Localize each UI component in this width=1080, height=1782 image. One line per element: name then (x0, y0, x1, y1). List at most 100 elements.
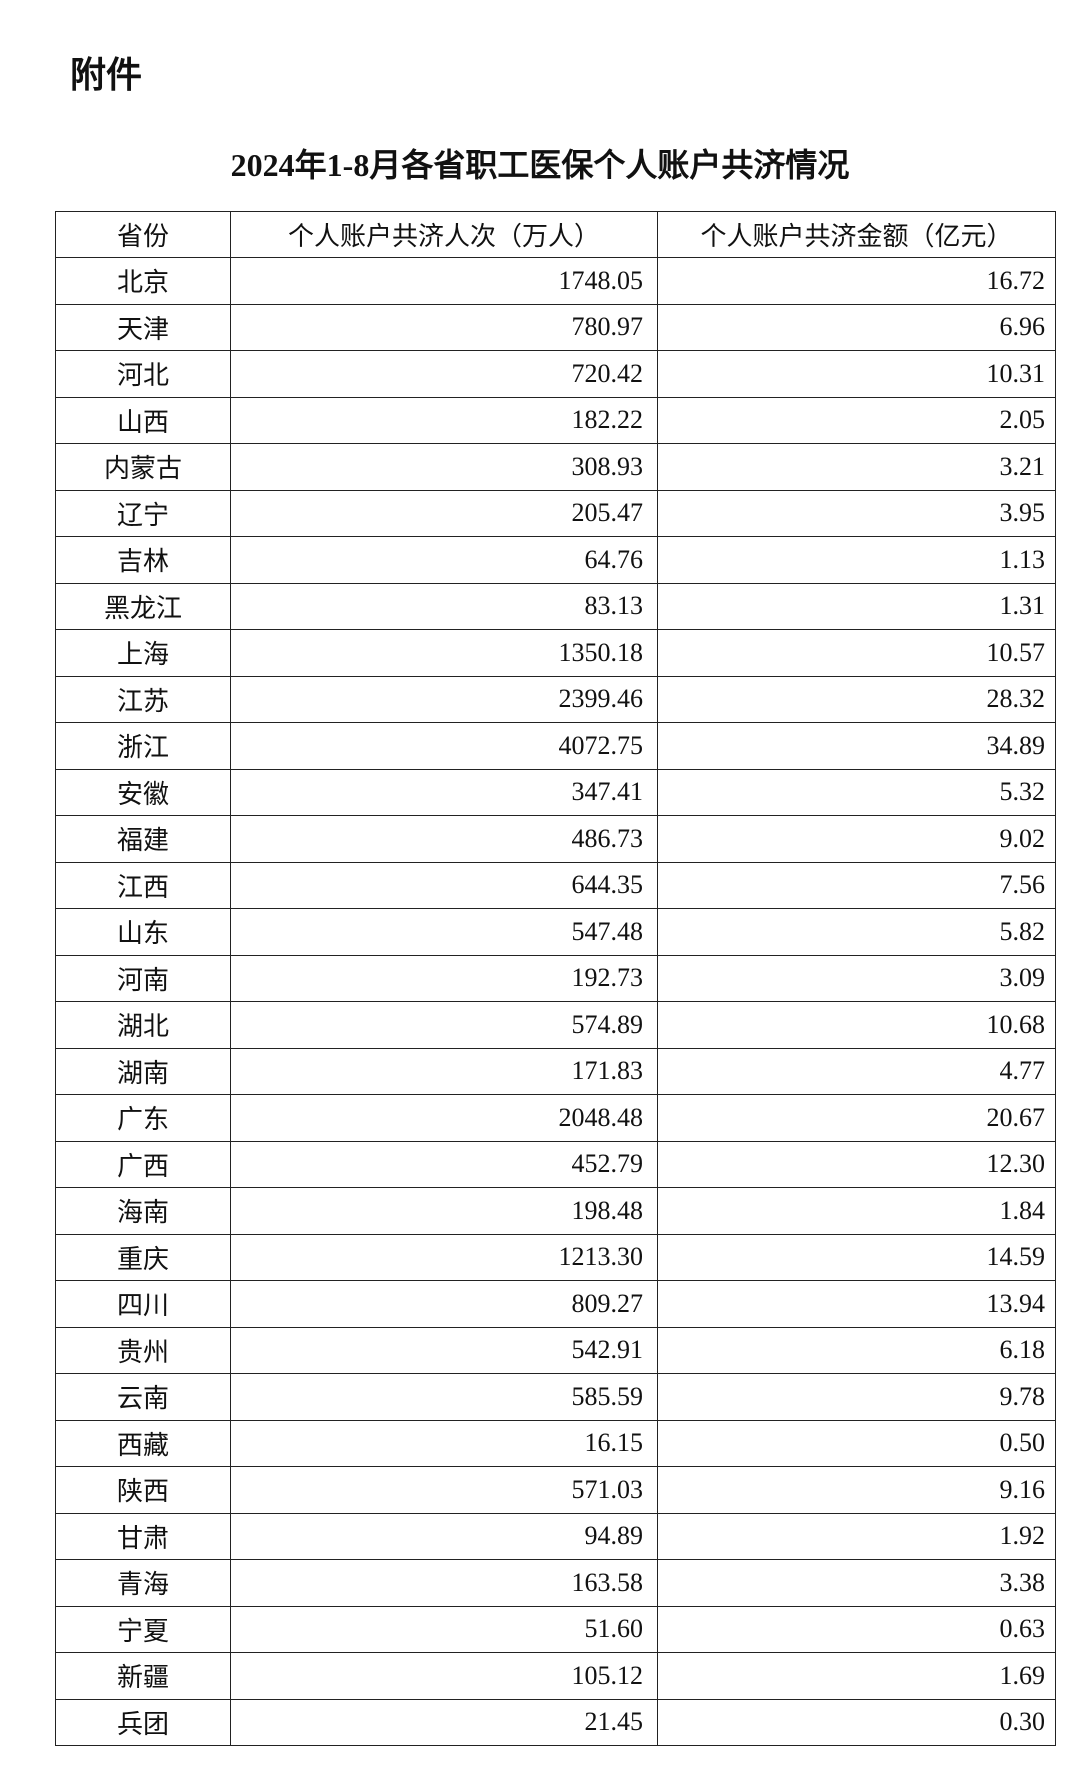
cell-province: 河南 (55, 954, 231, 1002)
cell-province: 贵州 (55, 1326, 231, 1374)
cell-count: 21.45 (230, 1698, 658, 1746)
header-province: 省份 (55, 211, 231, 258)
cell-amount: 1.69 (657, 1652, 1056, 1700)
cell-amount: 14.59 (657, 1233, 1056, 1281)
cell-province: 广东 (55, 1094, 231, 1142)
cell-count: 83.13 (230, 582, 658, 630)
cell-amount: 0.63 (657, 1605, 1056, 1653)
cell-count: 644.35 (230, 861, 658, 909)
table-row: 海南 198.48 1.84 (55, 1187, 1056, 1235)
cell-amount: 16.72 (657, 257, 1056, 305)
table-row: 江苏 2399.46 28.32 (55, 675, 1056, 723)
table-row: 广西 452.79 12.30 (55, 1140, 1056, 1188)
cell-count: 308.93 (230, 443, 658, 491)
table-row: 安徽 347.41 5.32 (55, 768, 1056, 816)
cell-province: 浙江 (55, 722, 231, 770)
table-row: 四川 809.27 13.94 (55, 1280, 1056, 1328)
cell-province: 海南 (55, 1187, 231, 1235)
cell-amount: 1.31 (657, 582, 1056, 630)
cell-count: 542.91 (230, 1326, 658, 1374)
cell-amount: 20.67 (657, 1094, 1056, 1142)
cell-amount: 10.57 (657, 629, 1056, 677)
cell-count: 2399.46 (230, 675, 658, 723)
table-header-row: 省份 个人账户共济人次（万人） 个人账户共济金额（亿元） (55, 211, 1056, 258)
table-row: 新疆 105.12 1.69 (55, 1652, 1056, 1700)
cell-amount: 5.82 (657, 908, 1056, 956)
cell-province: 青海 (55, 1559, 231, 1607)
cell-province: 四川 (55, 1280, 231, 1328)
table-row: 江西 644.35 7.56 (55, 861, 1056, 909)
cell-amount: 3.38 (657, 1559, 1056, 1607)
table-row: 重庆 1213.30 14.59 (55, 1233, 1056, 1281)
cell-amount: 6.96 (657, 303, 1056, 351)
cell-count: 64.76 (230, 536, 658, 584)
cell-count: 192.73 (230, 954, 658, 1002)
cell-province: 河北 (55, 350, 231, 398)
table-row: 甘肃 94.89 1.92 (55, 1512, 1056, 1560)
cell-amount: 0.30 (657, 1698, 1056, 1746)
cell-count: 809.27 (230, 1280, 658, 1328)
cell-province: 重庆 (55, 1233, 231, 1281)
table-row: 浙江 4072.75 34.89 (55, 722, 1056, 770)
cell-province: 江苏 (55, 675, 231, 723)
cell-count: 347.41 (230, 768, 658, 816)
cell-amount: 4.77 (657, 1047, 1056, 1095)
cell-amount: 28.32 (657, 675, 1056, 723)
cell-province: 安徽 (55, 768, 231, 816)
cell-province: 西藏 (55, 1419, 231, 1467)
table-row: 福建 486.73 9.02 (55, 815, 1056, 863)
table-row: 吉林 64.76 1.13 (55, 536, 1056, 584)
table-row: 河北 720.42 10.31 (55, 350, 1056, 398)
cell-amount: 0.50 (657, 1419, 1056, 1467)
cell-province: 黑龙江 (55, 582, 231, 630)
cell-province: 吉林 (55, 536, 231, 584)
cell-amount: 9.78 (657, 1373, 1056, 1421)
header-count: 个人账户共济人次（万人） (230, 211, 658, 258)
table-row: 云南 585.59 9.78 (55, 1373, 1056, 1421)
table-row: 上海 1350.18 10.57 (55, 629, 1056, 677)
cell-amount: 1.13 (657, 536, 1056, 584)
cell-amount: 34.89 (657, 722, 1056, 770)
cell-province: 甘肃 (55, 1512, 231, 1560)
table-row: 山西 182.22 2.05 (55, 396, 1056, 444)
cell-province: 新疆 (55, 1652, 231, 1700)
cell-province: 北京 (55, 257, 231, 305)
cell-count: 198.48 (230, 1187, 658, 1235)
cell-amount: 5.32 (657, 768, 1056, 816)
table-row: 河南 192.73 3.09 (55, 954, 1056, 1002)
cell-amount: 10.31 (657, 350, 1056, 398)
cell-count: 94.89 (230, 1512, 658, 1560)
header-amount: 个人账户共济金额（亿元） (657, 211, 1056, 258)
cell-province: 山西 (55, 396, 231, 444)
cell-count: 16.15 (230, 1419, 658, 1467)
cell-province: 福建 (55, 815, 231, 863)
cell-count: 51.60 (230, 1605, 658, 1653)
table-row: 山东 547.48 5.82 (55, 908, 1056, 956)
cell-amount: 9.16 (657, 1466, 1056, 1514)
cell-count: 171.83 (230, 1047, 658, 1095)
document-title: 2024年1-8月各省职工医保个人账户共济情况 (230, 147, 850, 183)
table-row: 北京 1748.05 16.72 (55, 257, 1056, 305)
cell-amount: 6.18 (657, 1326, 1056, 1374)
table-row: 黑龙江 83.13 1.31 (55, 582, 1056, 630)
table-row: 湖北 574.89 10.68 (55, 1001, 1056, 1049)
cell-count: 547.48 (230, 908, 658, 956)
cell-amount: 1.84 (657, 1187, 1056, 1235)
cell-count: 780.97 (230, 303, 658, 351)
cell-amount: 3.09 (657, 954, 1056, 1002)
table-row: 陕西 571.03 9.16 (55, 1466, 1056, 1514)
cell-count: 486.73 (230, 815, 658, 863)
cell-province: 辽宁 (55, 489, 231, 537)
table-row: 广东 2048.48 20.67 (55, 1094, 1056, 1142)
cell-amount: 2.05 (657, 396, 1056, 444)
table-row: 青海 163.58 3.38 (55, 1559, 1056, 1607)
cell-province: 宁夏 (55, 1605, 231, 1653)
table-row: 辽宁 205.47 3.95 (55, 489, 1056, 537)
cell-amount: 12.30 (657, 1140, 1056, 1188)
cell-count: 1350.18 (230, 629, 658, 677)
table-row: 湖南 171.83 4.77 (55, 1047, 1056, 1095)
cell-count: 571.03 (230, 1466, 658, 1514)
cell-count: 105.12 (230, 1652, 658, 1700)
table-row: 西藏 16.15 0.50 (55, 1419, 1056, 1467)
cell-count: 1748.05 (230, 257, 658, 305)
